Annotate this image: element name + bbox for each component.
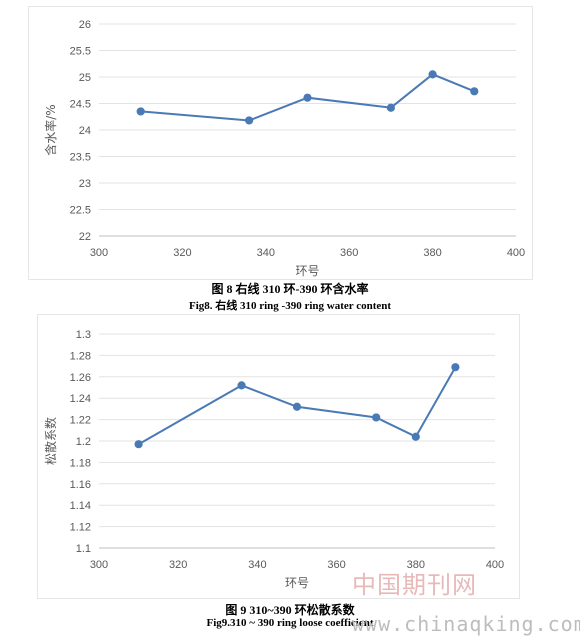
x-tick-label: 300 xyxy=(90,559,108,571)
data-point xyxy=(386,103,395,112)
watermark-url: www.chinaqking.com xyxy=(352,612,580,636)
x-tick-label: 320 xyxy=(173,247,191,259)
figure-8-caption-en: Fig8. 右线 310 ring -390 ring water conten… xyxy=(188,300,392,312)
y-tick-label: 1.1 xyxy=(76,543,91,555)
data-point xyxy=(428,70,437,79)
x-tick-label: 400 xyxy=(486,559,504,571)
y-tick-label: 25.5 xyxy=(70,46,91,58)
x-tick-label: 300 xyxy=(90,247,108,259)
y-tick-label: 1.2 xyxy=(76,436,91,448)
y-tick-label: 23.5 xyxy=(70,152,91,164)
loose-coefficient-chart: 1.1 1.12 1.14 1.16 1.18 1.2 1.22 1.24 1.26 1.28 1.… xyxy=(43,329,504,590)
series-line xyxy=(140,73,475,122)
series-line xyxy=(138,366,457,446)
x-tick-label: 360 xyxy=(327,559,345,571)
x-tick-label: 380 xyxy=(407,559,425,571)
y-tick-label: 1.14 xyxy=(70,500,91,512)
chart-panel-loose-coefficient: 1.1 1.12 1.14 1.16 1.18 1.2 1.22 1.24 1.26 1.28 1.… xyxy=(37,314,520,599)
x-tick-label: 340 xyxy=(248,559,266,571)
y-tick-label: 1.26 xyxy=(70,372,91,384)
y-tick-label: 24.5 xyxy=(70,99,91,111)
y-tick-label: 1.12 xyxy=(70,522,91,534)
x-tick-label: 360 xyxy=(340,247,358,259)
y-axis-title: 含水率/% xyxy=(43,104,58,155)
y-tick-label: 1.18 xyxy=(70,457,91,469)
y-axis-title: 松散系数 xyxy=(43,417,58,465)
x-axis-title: 环号 xyxy=(295,264,319,278)
data-point xyxy=(237,381,246,390)
data-point xyxy=(411,432,420,441)
data-point xyxy=(245,116,254,125)
data-point xyxy=(292,402,302,411)
y-tick-label: 25 xyxy=(79,72,91,84)
figure-9-caption: 图 9 310~390 环松散系数 xyxy=(225,603,355,617)
y-tick-label: 1.24 xyxy=(70,393,91,405)
watermark-logo: 中国期刊网 xyxy=(352,571,477,599)
data-point xyxy=(470,87,479,96)
data-point xyxy=(134,440,143,449)
x-tick-label: 340 xyxy=(257,247,275,259)
data-point xyxy=(372,413,381,422)
chart-panel-water-content: 22 22.5 23 23.5 24 24.5 25 25.5 26 300 320 340 360 38… xyxy=(28,6,533,280)
y-tick-label: 22.5 xyxy=(70,205,91,217)
data-point xyxy=(451,363,460,372)
figure-8-caption: 图 8 右线 310 环-390 环含水率 xyxy=(211,282,369,296)
x-tick-label: 380 xyxy=(423,247,441,259)
y-tick-label: 26 xyxy=(79,19,91,31)
y-tick-label: 1.28 xyxy=(70,350,91,362)
y-tick-label: 22 xyxy=(79,231,91,243)
x-tick-label: 320 xyxy=(169,559,187,571)
y-tick-label: 23 xyxy=(79,178,91,190)
y-tick-label: 1.3 xyxy=(76,329,91,341)
data-point xyxy=(303,93,312,102)
data-point xyxy=(136,107,145,116)
x-axis-title: 环号 xyxy=(285,576,309,590)
x-tick-label: 400 xyxy=(507,247,525,259)
figure-9-caption-en: Fig9.310 ~ 390 ring loose coefficient xyxy=(206,617,374,629)
y-tick-label: 1.16 xyxy=(70,479,91,491)
water-content-chart: 22 22.5 23 23.5 24 24.5 25 25.5 26 300 320 340 360 38… xyxy=(43,19,525,278)
y-tick-label: 24 xyxy=(79,125,91,137)
y-tick-label: 1.22 xyxy=(70,415,91,427)
